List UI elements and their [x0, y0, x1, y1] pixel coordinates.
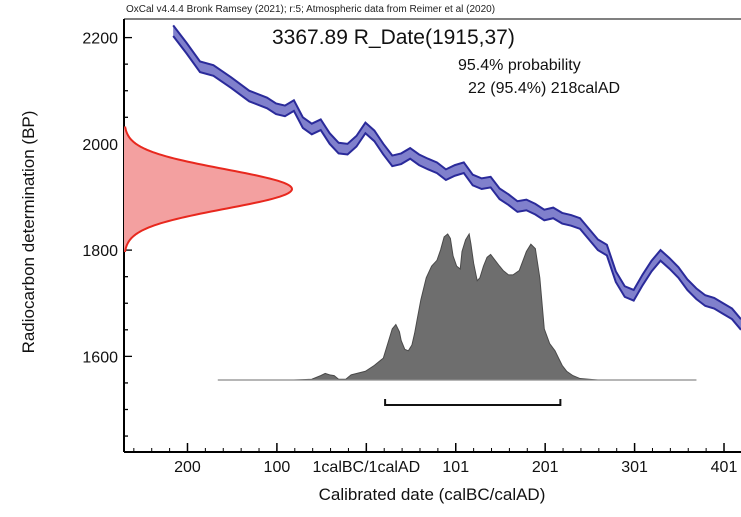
- text-layer: OxCal v4.4.4 Bronk Ramsey (2021); r:5; A…: [19, 4, 620, 504]
- plot-area: [172, 24, 741, 381]
- calibration-curve-lower: [172, 35, 741, 331]
- y-tick-label: 2200: [82, 31, 118, 48]
- x-tick-label: 301: [621, 459, 648, 476]
- posterior-distribution: [217, 232, 697, 381]
- x-tick-label: 401: [711, 459, 738, 476]
- range-annotation: 22 (95.4%) 218calAD: [468, 80, 620, 97]
- likelihood-fill: [124, 126, 292, 252]
- software-header: OxCal v4.4.4 Bronk Ramsey (2021); r:5; A…: [126, 4, 495, 15]
- y-tick-label: 1800: [82, 243, 118, 260]
- chart-title: 3367.89 R_Date(1915,37): [272, 26, 515, 49]
- x-tick-label: 1calBC/1calAD: [313, 459, 421, 476]
- probability-label: 95.4% probability: [458, 57, 581, 74]
- axes: 1600 1800 2000 2200 200 100 1calBC/1calAD 101 20…: [82, 18, 741, 476]
- x-axis-title: Calibrated date (calBC/calAD): [319, 485, 546, 504]
- y-tick-label: 1600: [82, 349, 118, 366]
- y-tick-label: 2000: [82, 137, 118, 154]
- x-tick-label: 100: [264, 459, 291, 476]
- likelihood-outline: [124, 126, 294, 253]
- calibration-curve-upper: [172, 24, 741, 320]
- x-tick-label: 101: [442, 459, 469, 476]
- x-tick-label: 200: [174, 459, 201, 476]
- x-tick-label: 201: [532, 459, 559, 476]
- y-axis-title: Radiocarbon determination (BP): [19, 111, 38, 354]
